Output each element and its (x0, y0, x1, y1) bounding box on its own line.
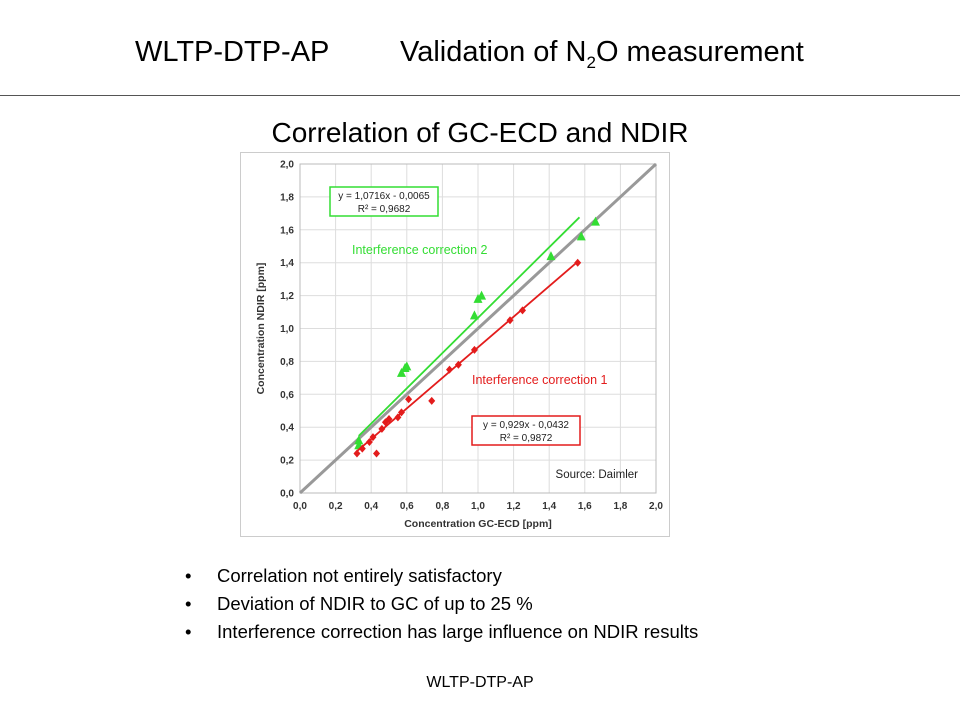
y-tick-label: 1,8 (280, 192, 294, 203)
bullet-list: Correlation not entirely satisfactory De… (185, 562, 698, 646)
data-point-red (385, 414, 393, 423)
data-point-red (454, 360, 462, 369)
data-point-green (469, 310, 479, 320)
data-point-red (358, 444, 366, 453)
x-tick-label: 1,4 (542, 501, 556, 512)
data-point-green (546, 251, 556, 261)
y-tick-label: 1,6 (280, 225, 294, 236)
y-tick-label: 1,0 (280, 324, 294, 335)
data-point-green (477, 290, 487, 300)
header-title-sub: 2 (586, 52, 596, 72)
equation-red: y = 0,929x - 0,0432 (483, 420, 569, 431)
equation-green: y = 1,0716x - 0,0065 (338, 191, 430, 202)
data-point-red (369, 433, 377, 442)
data-point-red (353, 449, 361, 458)
header-title-pre: Validation of N (400, 36, 587, 68)
x-tick-label: 1,2 (507, 501, 521, 512)
y-tick-label: 1,4 (280, 258, 294, 269)
x-tick-label: 0,8 (435, 501, 449, 512)
data-point-green (402, 361, 412, 371)
data-point-red (428, 396, 436, 405)
data-point-red (519, 306, 526, 315)
data-point-red (365, 438, 373, 447)
slide-header: WLTP-DTP-AP Validation of N2O measuremen… (0, 30, 960, 80)
header-title: Validation of N2O measurement (400, 36, 804, 73)
r2-green: R² = 0,9682 (358, 204, 411, 215)
data-point-red (378, 424, 386, 433)
data-point-green (354, 435, 364, 445)
source-label: Source: Daimler (556, 469, 639, 481)
header-project: WLTP-DTP-AP (135, 36, 330, 68)
x-tick-label: 0,2 (329, 501, 343, 512)
plot-area (299, 163, 657, 494)
y-tick-label: 2,0 (280, 160, 294, 171)
data-point-red (446, 365, 454, 374)
x-tick-label: 1,6 (578, 501, 592, 512)
y-tick-label: 0,6 (280, 390, 294, 401)
trendline-red (356, 261, 579, 452)
data-point-green (590, 216, 600, 226)
data-point-red (470, 345, 478, 354)
equation-box-red (471, 415, 581, 446)
r2-red: R² = 0,9872 (500, 433, 553, 444)
data-point-red (373, 449, 381, 458)
data-point-green (396, 367, 406, 377)
bullet-item: Deviation of NDIR to GC of up to 25 % (185, 590, 698, 618)
y-tick-label: 1,2 (280, 291, 294, 302)
footer-text: WLTP-DTP-AP (426, 674, 534, 691)
x-tick-label: 2,0 (649, 501, 663, 512)
series-label-red: Interference correction 1 (472, 373, 608, 387)
x-tick-label: 1,8 (613, 501, 627, 512)
x-tick-label: 0,4 (364, 501, 378, 512)
x-axis-label: Concentration GC-ECD [ppm] (404, 518, 552, 530)
series-label-green: Interference correction 2 (352, 243, 488, 257)
x-tick-label: 0,0 (293, 501, 307, 512)
y-tick-label: 0,8 (280, 357, 294, 368)
header-title-post: O measurement (595, 36, 804, 68)
trendline-green (358, 216, 581, 437)
x-tick-label: 1,0 (471, 501, 485, 512)
equation-box-green (329, 186, 439, 217)
bullet-item: Correlation not entirely satisfactory (185, 562, 698, 590)
y-tick-label: 0,4 (280, 423, 294, 434)
x-tick-label: 0,6 (400, 501, 414, 512)
y-tick-label: 0,0 (280, 489, 294, 500)
correlation-chart: 0,0 0,2 0,4 0,6 0,8 1,0 1,2 1,4 1,6 1,8 2,0 0,0 0,2 0… (240, 152, 670, 537)
data-point-red (397, 408, 405, 417)
data-point-red (394, 413, 402, 422)
y-tick-label: 0,2 (280, 456, 294, 467)
y-axis-label: Concentration NDIR [ppm] (255, 263, 267, 395)
chart-title: Correlation of GC-ECD and NDIR (271, 117, 689, 148)
data-point-red (405, 395, 413, 404)
header-divider (0, 95, 960, 96)
data-point-red (506, 316, 514, 325)
data-point-red (574, 258, 582, 267)
bullet-item: Interference correction has large influe… (185, 618, 698, 646)
data-point-green (576, 231, 586, 241)
